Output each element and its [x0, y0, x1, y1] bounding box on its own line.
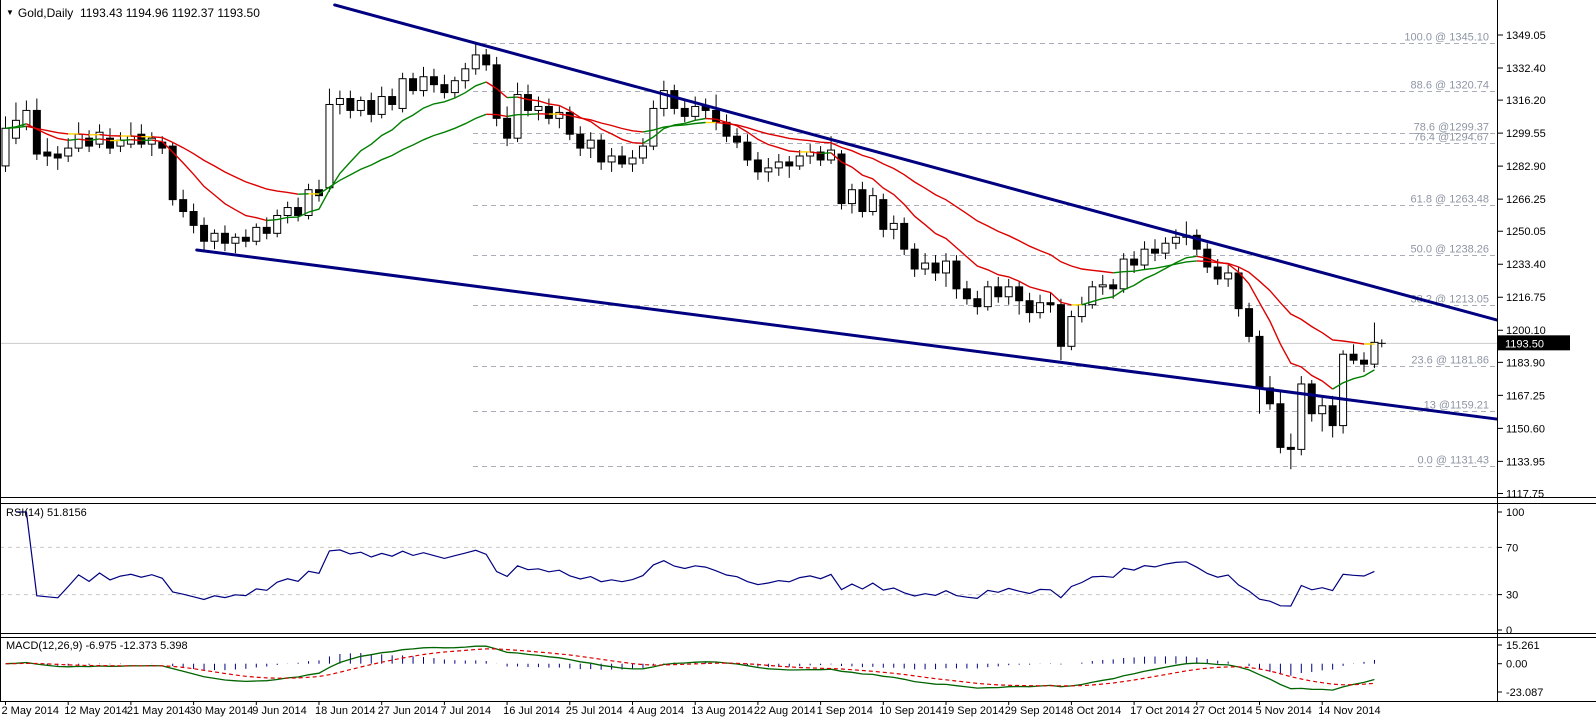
svg-text:1133.95: 1133.95 — [1506, 456, 1545, 468]
svg-text:2 May 2014: 2 May 2014 — [2, 705, 59, 717]
trendline-upper-channel[interactable] — [333, 3, 1497, 322]
svg-text:100: 100 — [1506, 507, 1524, 519]
svg-text:1349.05: 1349.05 — [1506, 30, 1546, 42]
svg-text:1 Sep 2014: 1 Sep 2014 — [817, 705, 873, 717]
current-price-tag: 1193.50 — [1498, 335, 1570, 351]
svg-text:1117.75: 1117.75 — [1506, 488, 1544, 500]
svg-text:0.00: 0.00 — [1506, 659, 1527, 671]
symbol-dropdown-icon[interactable]: ▼ — [6, 8, 14, 17]
time-axis[interactable]: 2 May 2014 12 May 2014 21 May 2014 30 May 2… — [2, 701, 1381, 718]
panel-borders — [0, 0, 1596, 702]
svg-text:100.0 @ 1345.10: 100.0 @ 1345.10 — [1404, 32, 1489, 44]
svg-text:1299.55: 1299.55 — [1506, 128, 1546, 140]
svg-text:1193.50: 1193.50 — [1505, 338, 1544, 350]
svg-text:1200.10: 1200.10 — [1506, 325, 1546, 337]
svg-text:-23.087: -23.087 — [1506, 687, 1543, 699]
svg-text:18 Jun 2014: 18 Jun 2014 — [315, 705, 376, 717]
svg-text:70: 70 — [1506, 542, 1518, 554]
svg-text:22 Aug 2014: 22 Aug 2014 — [754, 705, 816, 717]
svg-text:76.4 @1294.67: 76.4 @1294.67 — [1414, 132, 1489, 144]
svg-text:0.0 @ 1131.43: 0.0 @ 1131.43 — [1417, 455, 1489, 467]
svg-text:5 Nov 2014: 5 Nov 2014 — [1256, 705, 1312, 717]
svg-text:10 Sep 2014: 10 Sep 2014 — [879, 705, 941, 717]
macd-signal-line — [5, 648, 1375, 687]
svg-text:23.6 @ 1181.86: 23.6 @ 1181.86 — [1411, 355, 1489, 367]
svg-text:15.261: 15.261 — [1506, 640, 1540, 652]
rsi-value: 51.8156 — [46, 507, 87, 519]
macd-label: MACD(12,26,9) -6.975 -12.373 5.398 — [6, 640, 188, 652]
quote-ohlc: 1193.43 1194.96 1192.37 1193.50 — [79, 6, 260, 20]
fibonacci-labels: 100.0 @ 1345.10 88.6 @ 1320.74 78.6 @1299.… — [1404, 32, 1489, 467]
rsi-level-lines — [0, 546, 1497, 596]
current-bar-marker — [1377, 339, 1386, 348]
svg-text:1332.40: 1332.40 — [1506, 63, 1546, 75]
svg-text:13 Aug 2014: 13 Aug 2014 — [691, 705, 753, 717]
candles-layer[interactable] — [1, 43, 1379, 470]
svg-text:0: 0 — [1506, 625, 1512, 637]
svg-text:30 May 2014: 30 May 2014 — [190, 705, 254, 717]
macd-name: MACD(12,26,9) — [6, 640, 83, 652]
svg-text:14 Nov 2014: 14 Nov 2014 — [1318, 705, 1380, 717]
rsi-axis[interactable]: 100 70 30 0 — [1497, 507, 1524, 637]
macd-values: -6.975 -12.373 5.398 — [85, 640, 188, 652]
svg-text:27 Oct 2014: 27 Oct 2014 — [1193, 705, 1253, 717]
symbol-name: Gold,Daily — [17, 6, 74, 20]
chart-title: ▼ Gold,Daily 1193.43 1194.96 1192.37 1193… — [6, 6, 260, 20]
svg-text:13 @1159.21: 13 @1159.21 — [1424, 400, 1489, 412]
svg-text:88.6 @ 1320.74: 88.6 @ 1320.74 — [1411, 80, 1489, 92]
svg-text:1150.60: 1150.60 — [1506, 423, 1545, 435]
svg-text:9 Jun 2014: 9 Jun 2014 — [252, 705, 306, 717]
svg-text:1233.40: 1233.40 — [1506, 259, 1546, 271]
svg-text:17 Oct 2014: 17 Oct 2014 — [1130, 705, 1190, 717]
svg-text:1167.25: 1167.25 — [1506, 390, 1545, 402]
svg-text:1266.25: 1266.25 — [1506, 194, 1546, 206]
svg-text:7 Jul 2014: 7 Jul 2014 — [440, 705, 491, 717]
svg-text:8 Oct 2014: 8 Oct 2014 — [1067, 705, 1121, 717]
svg-text:4 Aug 2014: 4 Aug 2014 — [629, 705, 685, 717]
svg-text:1216.75: 1216.75 — [1506, 292, 1546, 304]
svg-text:50.0 @ 1238.26: 50.0 @ 1238.26 — [1411, 244, 1489, 256]
rsi-line — [15, 511, 1375, 607]
macd-line — [5, 645, 1375, 691]
macd-axis[interactable]: 15.261 0.00 -23.087 — [1497, 640, 1543, 699]
rsi-label: RSI(14) 51.8156 — [6, 507, 87, 519]
rsi-name: RSI(14) — [6, 507, 44, 519]
svg-text:29 Sep 2014: 29 Sep 2014 — [1005, 705, 1067, 717]
svg-text:1316.20: 1316.20 — [1506, 95, 1546, 107]
svg-text:78.6 @1299.37: 78.6 @1299.37 — [1414, 122, 1489, 134]
svg-text:27 Jun 2014: 27 Jun 2014 — [378, 705, 439, 717]
svg-text:12 May 2014: 12 May 2014 — [64, 705, 128, 717]
ma-slow-line — [5, 113, 1375, 345]
svg-text:25 Jul 2014: 25 Jul 2014 — [566, 705, 623, 717]
svg-text:30: 30 — [1506, 590, 1518, 602]
svg-text:1183.90: 1183.90 — [1506, 357, 1545, 369]
trendline-lower-channel[interactable] — [195, 248, 1497, 421]
svg-text:16 Jul 2014: 16 Jul 2014 — [503, 705, 560, 717]
svg-text:21 May 2014: 21 May 2014 — [127, 705, 191, 717]
svg-text:1282.90: 1282.90 — [1506, 161, 1546, 173]
svg-text:61.8 @ 1263.48: 61.8 @ 1263.48 — [1411, 194, 1489, 206]
svg-text:1250.05: 1250.05 — [1506, 226, 1546, 238]
price-axis[interactable]: 1349.05 1332.40 1316.20 1299.55 1282.90 1266.… — [1497, 30, 1546, 500]
svg-text:19 Sep 2014: 19 Sep 2014 — [942, 705, 1004, 717]
